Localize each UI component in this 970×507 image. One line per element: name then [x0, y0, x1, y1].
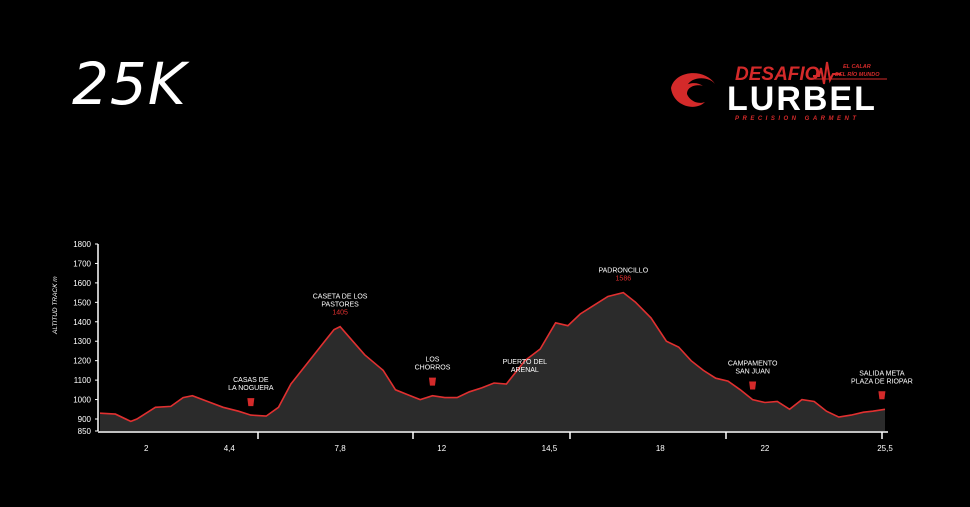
y-tick-label: 1700: [73, 259, 91, 268]
profile-line: [99, 291, 886, 423]
race-title: 25K: [72, 50, 187, 118]
logo-desafio-text: DESAFIO: [735, 64, 820, 85]
y-tick-label: 1000: [73, 396, 91, 405]
logo-el-calar: EL CALAR: [843, 64, 871, 70]
y-axis: 850 900 1000 1100 1200 1300 1400 1500 1600 1700 18…: [73, 240, 99, 436]
swirl-emblem-icon: [671, 73, 715, 107]
x-tick-label: 18: [656, 444, 665, 453]
waypoint-label: CAMPAMENTO: [728, 361, 778, 368]
y-tick-label: 850: [78, 427, 92, 436]
waypoint-label: CASAS DE: [233, 377, 269, 384]
heartbeat-icon: [813, 61, 841, 85]
waypoint-altitude: 1405: [332, 310, 348, 317]
y-tick-label: 1100: [74, 376, 92, 385]
x-axis: 2 4,4 7,8 12 14,5 18 22 25,5: [98, 431, 893, 453]
y-tick-label: 1300: [73, 337, 91, 346]
x-tick-label: 22: [760, 444, 769, 453]
logo-brand: LURBEL: [727, 80, 877, 118]
y-tick-label: 1400: [73, 318, 91, 327]
y-tick-label: 1800: [73, 240, 91, 249]
waypoint-label: SALIDA META: [859, 370, 905, 377]
waypoint-label: LA NOGUERA: [228, 385, 274, 392]
waypoint-label: PADRONCILLO: [598, 268, 648, 275]
water-cup-icon: [749, 381, 757, 390]
lurbel-logo: DESAFIO EL CALAR DEL RÍO MUNDO LURBEL PR…: [671, 61, 887, 122]
waypoint-label: CHORROS: [415, 365, 451, 372]
waypoint-altitude: 1586: [616, 276, 632, 283]
y-axis-title: ALTITUD TRACK m: [52, 276, 59, 335]
logo-tagline: PRECISION GARMENT: [735, 116, 860, 122]
x-tick-label: 2: [144, 444, 149, 453]
waypoint-label: PLAZA DE RIOPAR: [851, 378, 913, 385]
water-cup-icon: [878, 391, 886, 400]
logo-del-rio-mundo: DEL RÍO MUNDO: [835, 71, 880, 78]
water-cup-icon: [247, 398, 255, 407]
waypoint-label: PASTORES: [321, 302, 359, 309]
profile-area: [99, 291, 886, 431]
x-tick-label: 7,8: [335, 444, 347, 453]
waypoint-label: LOS: [425, 357, 439, 364]
y-tick-label: 1200: [73, 357, 91, 366]
waypoint-label: PUERTO DEL: [503, 359, 548, 366]
y-tick-label: 1600: [73, 279, 91, 288]
x-tick-label: 12: [437, 444, 446, 453]
x-tick-label: 4,4: [224, 444, 236, 453]
waypoint-label: ARENAL: [511, 367, 539, 374]
water-cup-icon: [428, 377, 436, 386]
waypoint-label: CASETA DE LOS: [313, 294, 368, 301]
y-tick-label: 1500: [73, 298, 91, 307]
y-tick-label: 900: [78, 415, 92, 424]
x-tick-label: 14,5: [542, 444, 558, 453]
profile-fill: [100, 292, 885, 431]
waypoint-label: SAN JUAN: [735, 369, 770, 376]
x-tick-label: 25,5: [877, 444, 893, 453]
